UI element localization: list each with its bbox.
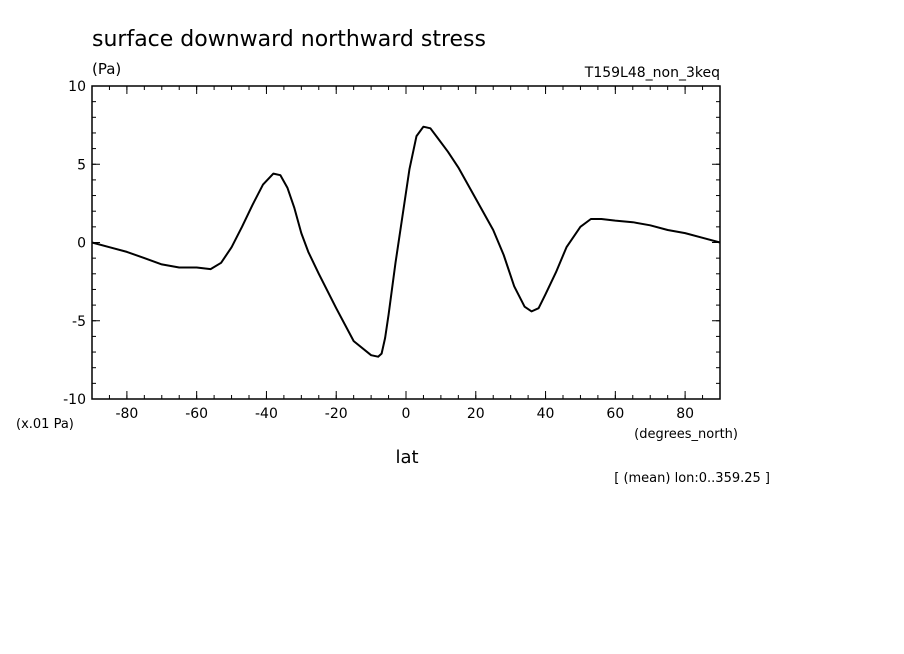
x-tick-label: 80 — [676, 406, 694, 422]
y-minor-ticks — [92, 85, 720, 400]
x-minor-ticks — [91, 86, 721, 399]
x-tick-label: -40 — [255, 406, 278, 422]
footnote: [ (mean) lon:0..359.25 ] — [614, 471, 770, 486]
y-tick-label: 5 — [77, 157, 86, 173]
y-scale-note: (x.01 Pa) — [16, 417, 74, 432]
x-axis-units: (degrees_north) — [634, 427, 738, 442]
x-tick-label: -80 — [115, 406, 138, 422]
x-tick-label: 0 — [402, 406, 411, 422]
x-axis-label: lat — [395, 447, 418, 468]
y-tick-label: -5 — [72, 314, 86, 330]
series-line — [91, 125, 721, 358]
x-tick-label: -20 — [325, 406, 348, 422]
x-axis-ticks: -80 -60 -40 -20 0 20 40 60 80 — [115, 86, 694, 422]
y-axis-unit: (Pa) — [92, 60, 121, 78]
x-tick-label: 60 — [606, 406, 624, 422]
x-tick-label: 40 — [537, 406, 555, 422]
y-tick-label: 0 — [77, 236, 86, 252]
y-tick-label: 10 — [68, 79, 86, 95]
run-label: T159L48_non_3keq — [584, 65, 720, 81]
chart-title: surface downward northward stress — [92, 27, 486, 52]
y-tick-label: -10 — [63, 392, 86, 408]
x-tick-label: -60 — [185, 406, 208, 422]
plot-frame — [91, 85, 721, 400]
x-tick-label: 20 — [467, 406, 485, 422]
y-axis-ticks: -10 -5 0 5 10 — [63, 79, 720, 408]
